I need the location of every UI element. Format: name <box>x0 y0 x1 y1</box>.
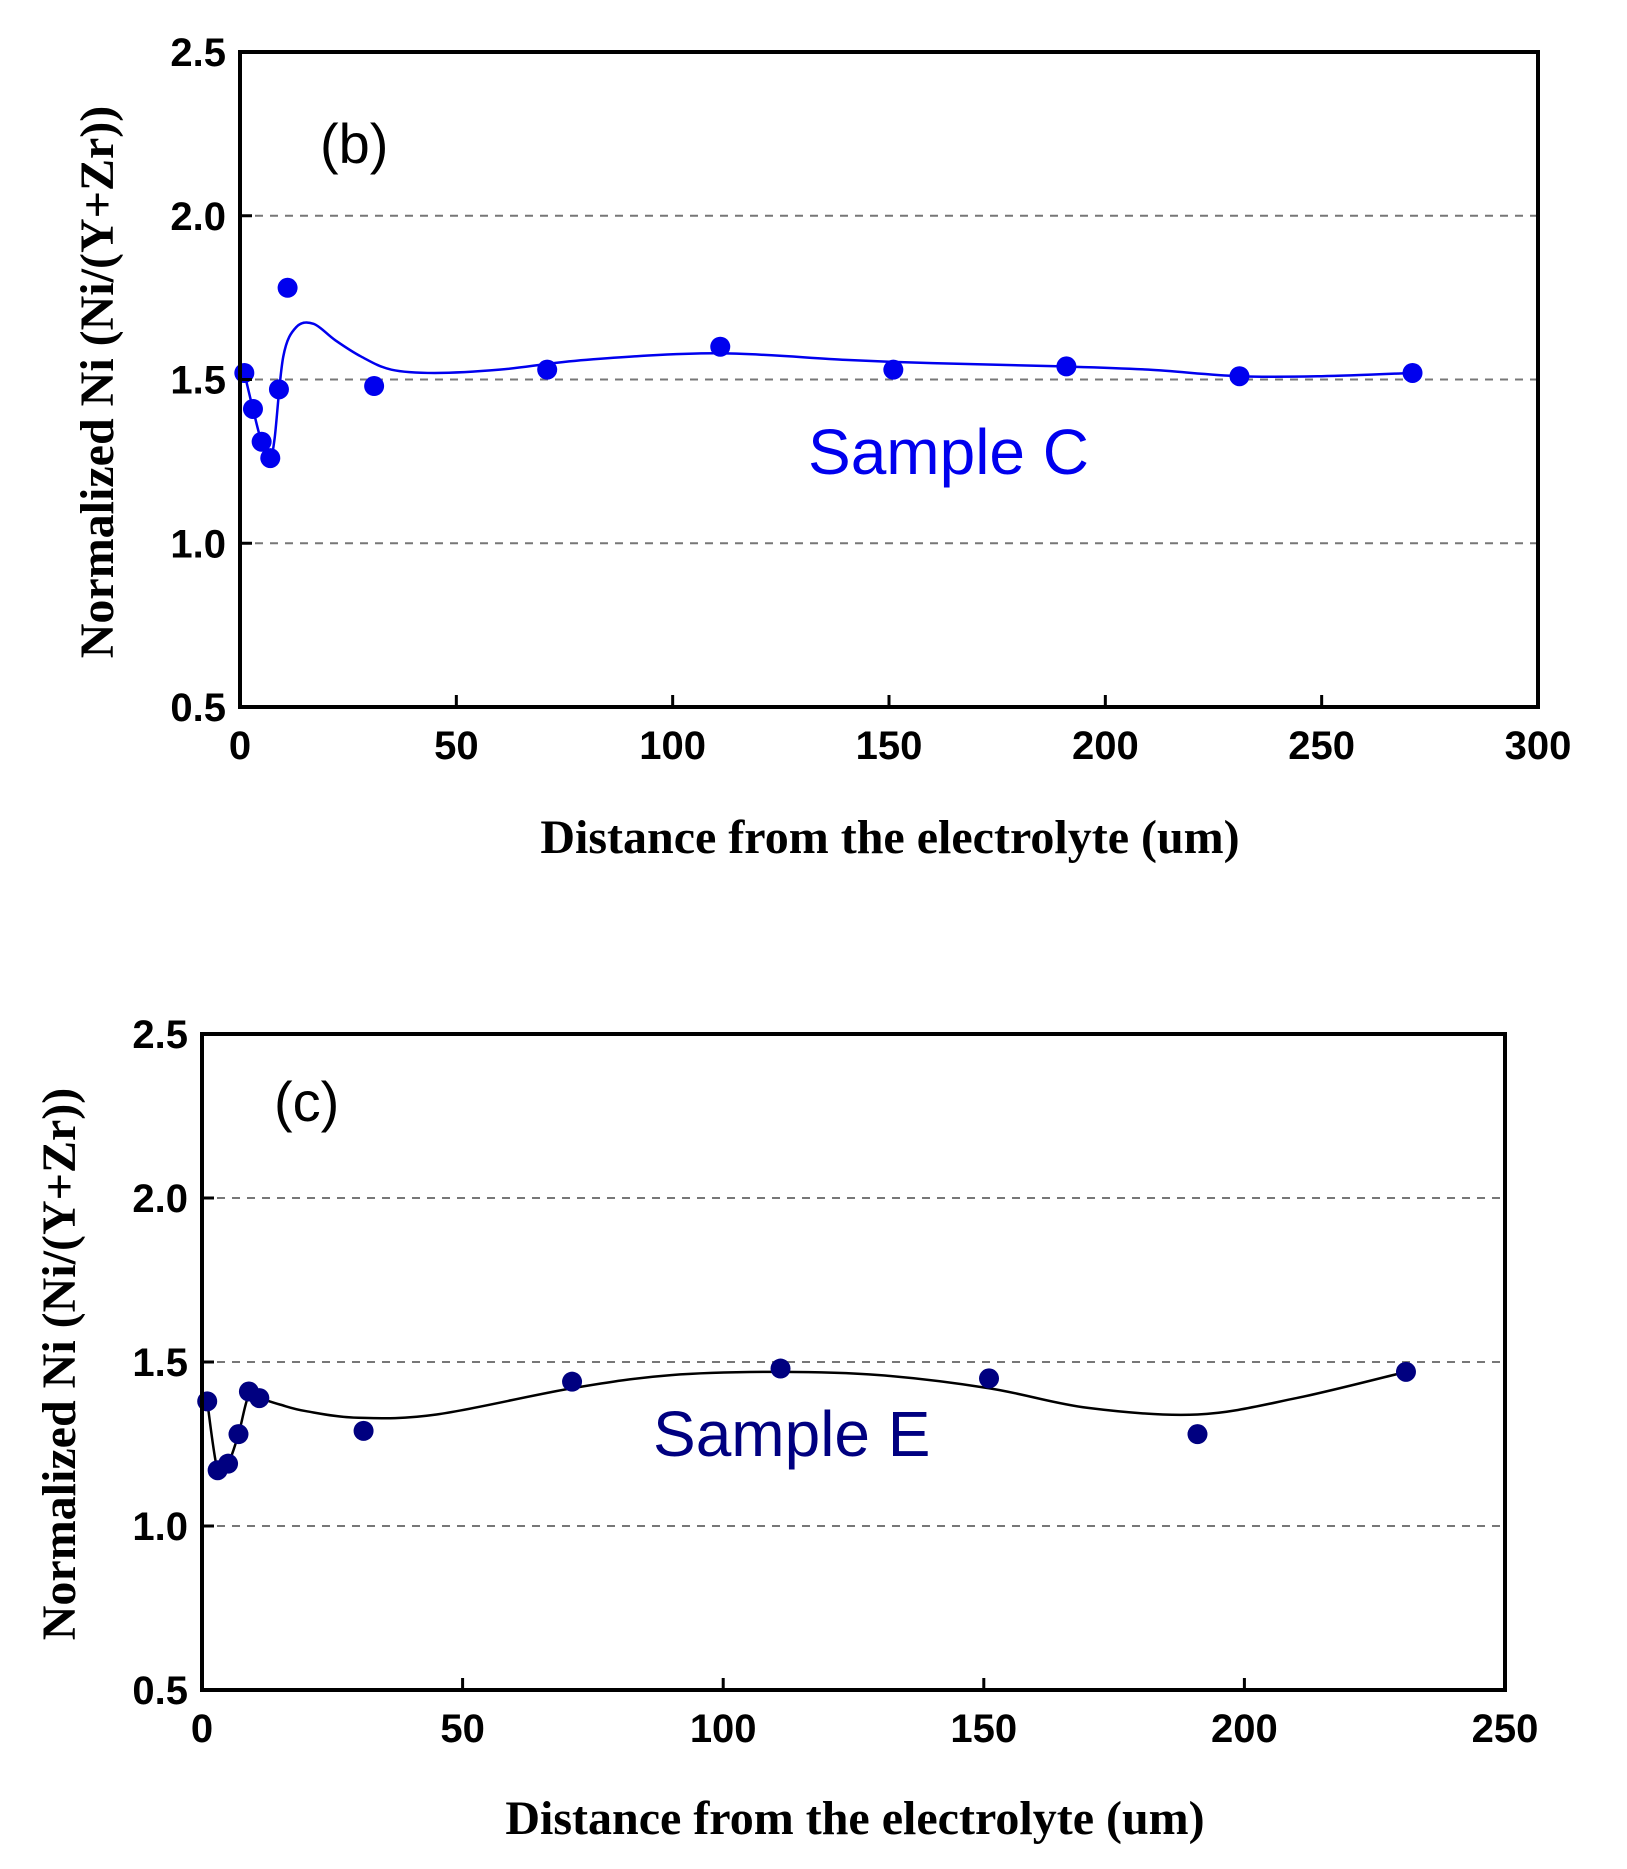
series-label: Sample E <box>653 1398 930 1470</box>
data-point <box>770 1358 791 1379</box>
x-tick-label: 0 <box>229 724 251 768</box>
gridlines <box>202 1197 1505 1527</box>
y-axis-title: Normalized Ni (Ni/(Y+Zr)) <box>71 106 124 659</box>
y-tick-label: 2.0 <box>132 1177 188 1221</box>
data-point <box>562 1371 583 1392</box>
x-tick-label: 50 <box>434 724 479 768</box>
data-point <box>710 336 731 357</box>
data-point <box>979 1368 1000 1389</box>
data-point <box>364 376 385 397</box>
data-point <box>277 277 298 298</box>
x-tick-label: 100 <box>690 1707 757 1751</box>
y-axis-ticks: 0.5 1.0 1.5 2.0 2.5 <box>170 31 252 730</box>
y-axis-title: Normalized Ni (Ni/(Y+Zr)) <box>33 1088 86 1641</box>
data-point <box>249 1388 270 1409</box>
series-label: Sample C <box>808 416 1089 488</box>
data-point <box>1402 362 1423 383</box>
fit-curve <box>243 321 1413 457</box>
data-point <box>1187 1424 1208 1445</box>
y-tick-label: 1.5 <box>170 359 226 403</box>
y-tick-label: 2.0 <box>170 195 226 239</box>
x-tick-label: 150 <box>856 724 923 768</box>
x-axis-ticks: 0 50 100 150 200 250 <box>191 1678 1539 1751</box>
y-tick-label: 1.5 <box>132 1341 188 1385</box>
x-tick-label: 0 <box>191 1707 213 1751</box>
x-axis-ticks: 0 50 100 150 200 250 300 <box>229 695 1572 768</box>
y-axis-ticks: 0.5 1.0 1.5 2.0 2.5 <box>132 1013 214 1713</box>
chart-panel-b: 0 50 100 150 200 250 300 0.5 1.0 1.5 2.0 2.5 (b) S… <box>71 31 1571 864</box>
data-point <box>242 398 263 419</box>
data-point <box>537 359 558 380</box>
chart-panel-c: 0 50 100 150 200 250 0.5 1.0 1.5 2.0 2.5 (c) Samp… <box>33 1013 1538 1845</box>
data-point <box>883 359 904 380</box>
y-tick-label: 1.0 <box>132 1505 188 1549</box>
y-tick-label: 2.5 <box>170 31 226 75</box>
data-point <box>353 1420 374 1441</box>
x-tick-label: 50 <box>440 1707 485 1751</box>
data-point <box>260 448 281 469</box>
data-point <box>1056 356 1077 377</box>
panel-label: (b) <box>320 112 388 175</box>
data-point <box>1395 1361 1416 1382</box>
data-point <box>268 379 289 400</box>
data-point <box>1229 366 1250 387</box>
x-tick-label: 200 <box>1072 724 1139 768</box>
gridlines <box>240 214 1538 545</box>
data-points <box>197 1358 1416 1481</box>
x-tick-label: 150 <box>950 1707 1017 1751</box>
data-point <box>251 431 272 452</box>
x-tick-label: 100 <box>639 724 706 768</box>
x-tick-label: 250 <box>1472 1707 1539 1751</box>
x-tick-label: 300 <box>1505 724 1572 768</box>
y-tick-label: 0.5 <box>170 686 226 730</box>
x-axis-title: Distance from the electrolyte (um) <box>540 811 1239 864</box>
x-tick-label: 250 <box>1288 724 1355 768</box>
x-tick-label: 200 <box>1211 1707 1278 1751</box>
x-axis-title: Distance from the electrolyte (um) <box>505 1792 1204 1845</box>
panel-label: (c) <box>274 1070 339 1133</box>
y-tick-label: 0.5 <box>132 1669 188 1713</box>
y-tick-label: 1.0 <box>170 522 226 566</box>
data-point <box>228 1424 249 1445</box>
data-point <box>218 1453 239 1474</box>
fit-curve <box>205 1370 1407 1476</box>
y-tick-label: 2.5 <box>132 1013 188 1057</box>
